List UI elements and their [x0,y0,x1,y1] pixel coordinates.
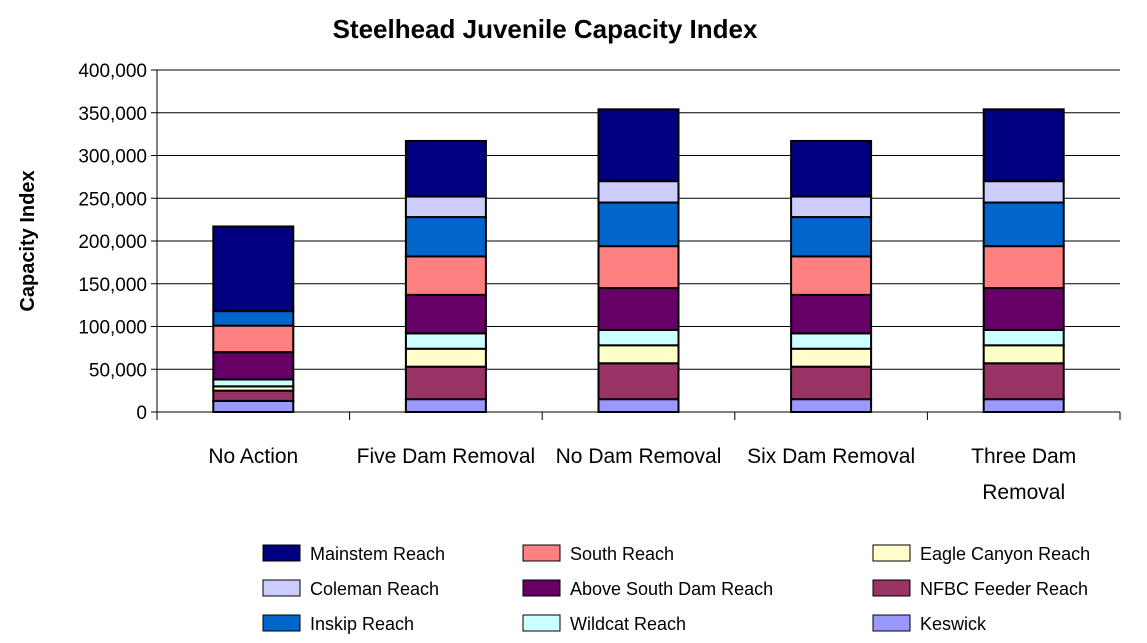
y-tick-label: 200,000 [78,232,147,253]
y-tick-label: 300,000 [78,147,147,168]
bar-segment [404,195,487,219]
legend-swatch [262,614,301,632]
bar-segment [597,287,680,331]
bar-segment [597,108,680,183]
bar-segment [404,332,487,350]
bar-segment [212,324,295,354]
bar-segment [597,245,680,290]
bar-segment [982,180,1065,204]
bar-segment [790,293,873,335]
bar-segment [404,255,487,296]
legend-label: Keswick [920,614,987,634]
y-tick-label: 150,000 [78,275,147,296]
bar-segment [790,216,873,258]
bar-segment [212,389,295,402]
legend-swatch [872,614,911,632]
bar-segment [597,362,680,401]
x-tick-label: Five Dam Removal [357,445,536,468]
bar-segment [982,362,1065,401]
bar-segment [597,180,680,204]
chart-title: Steelhead Juvenile Capacity Index [333,14,758,44]
bar-segment [982,328,1065,347]
bar-segment [212,351,295,381]
bar-segment [404,398,487,413]
bar-segment [790,195,873,219]
y-tick-label: 350,000 [78,104,147,125]
y-tick-label: 0 [136,403,147,424]
bar-segment [212,378,295,388]
bar-segment [790,347,873,368]
x-tick-label: Removal [982,481,1065,504]
bar-segment [404,365,487,401]
x-tick-label: Three Dam [971,445,1076,468]
legend-swatch [262,544,301,562]
bar-segment [212,310,295,327]
bar-segment [597,328,680,347]
legend-swatch [262,579,301,597]
bar-segment [790,398,873,413]
bar-segment [790,255,873,296]
legend-swatch [522,579,561,597]
bar-segment [982,201,1065,248]
y-tick-labels: 0 50,000 100,000 150,000 200,000 250,000 300,0… [78,61,147,424]
bar-segment [597,201,680,248]
legend: Mainstem Reach South Reach Eagle Canyon Re… [262,544,1090,634]
legend-swatch [522,544,561,562]
bar-segment [212,399,295,414]
bar-segment [404,293,487,335]
bar-segment [982,108,1065,183]
legend-swatch [872,579,911,597]
bar-segment [982,287,1065,331]
bar-segment [982,245,1065,290]
bar-segment [404,216,487,258]
bar-segment [404,347,487,368]
y-tick-label: 250,000 [78,189,147,210]
legend-label: Eagle Canyon Reach [920,544,1090,564]
bar-segment [790,365,873,401]
y-tick-label: 100,000 [78,318,147,339]
bar-segment [404,139,487,198]
legend-label: Inskip Reach [310,614,414,634]
legend-label: South Reach [570,544,674,564]
legend-label: Wildcat Reach [570,614,686,634]
bar-segment [597,398,680,413]
bar-segment [790,332,873,350]
legend-swatch [522,614,561,632]
x-tick-label: No Dam Removal [556,445,722,468]
x-tick-label: No Action [208,445,298,468]
legend-swatch [872,544,911,562]
bars [212,108,1065,414]
legend-label: Coleman Reach [310,579,439,599]
legend-label: NFBC Feeder Reach [920,579,1088,599]
x-tick-labels: No Action Five Dam Removal No Dam Removal S… [208,445,1076,504]
legend-label: Mainstem Reach [310,544,445,564]
bar-segment [982,344,1065,365]
bar-segment [790,139,873,198]
y-tick-label: 400,000 [78,61,147,82]
legend-label: Above South Dam Reach [570,579,773,599]
x-tick-label: Six Dam Removal [747,445,915,468]
bar-segment [982,398,1065,413]
bar-segment [597,344,680,365]
y-axis-label: Capacity Index [17,170,39,311]
bar-segment [212,225,295,313]
y-tick-label: 50,000 [89,360,147,381]
